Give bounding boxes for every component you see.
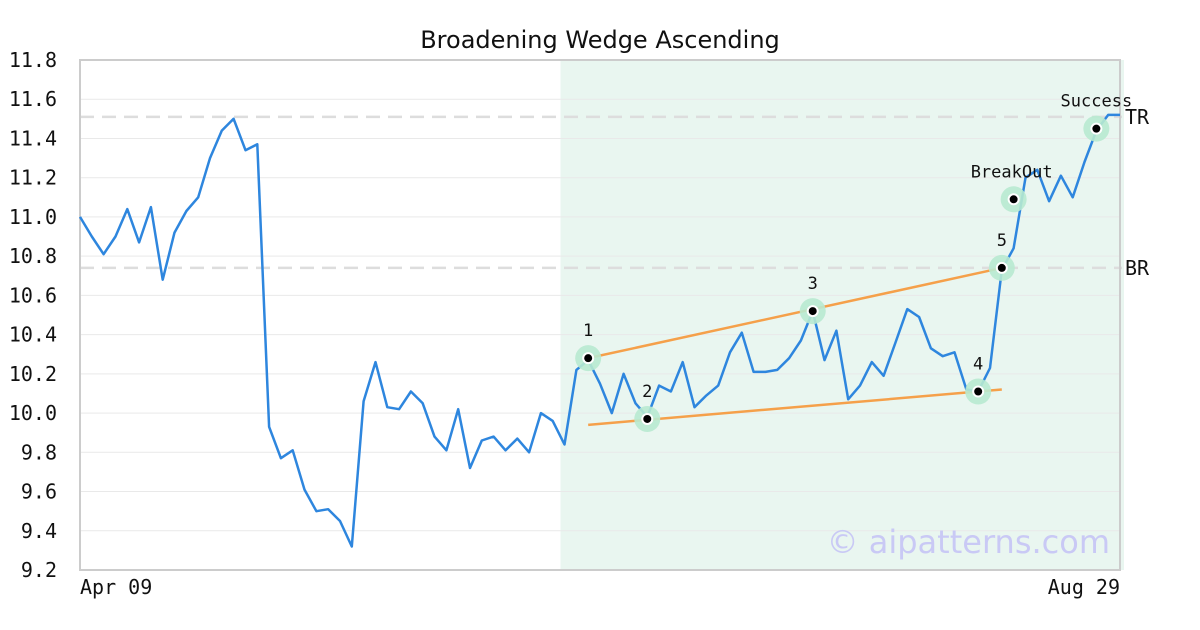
y-tick-label: 9.8 [21, 440, 57, 464]
y-tick-label: 10.4 [9, 323, 57, 347]
point-marker [806, 305, 819, 318]
x-axis-ticks: Apr 09 Aug 29 [80, 575, 1120, 599]
trend-line [587, 266, 1003, 360]
y-tick-label: 9.4 [21, 519, 57, 543]
level-lines: TR BR [80, 105, 1150, 280]
highlight-rect [560, 60, 1124, 570]
point-label: 2 [642, 382, 652, 402]
chart-title: Broadening Wedge Ascending [420, 26, 780, 54]
y-tick-label: 11.2 [9, 166, 57, 190]
point-marker [641, 412, 654, 425]
x-tick-end: Aug 29 [1048, 575, 1120, 599]
price-series [78, 113, 1120, 548]
pattern-highlight-region [560, 60, 1124, 570]
y-tick-label: 11.0 [9, 205, 57, 229]
x-tick-start: Apr 09 [80, 575, 152, 599]
y-tick-label: 10.6 [9, 283, 57, 307]
y-axis-ticks: 9.2 9.4 9.6 9.8 10.0 10.2 10.4 10.6 10.8 11.0 11.2… [9, 48, 57, 582]
point-marker [1090, 122, 1103, 135]
point-marker [995, 261, 1008, 274]
y-tick-label: 9.6 [21, 480, 57, 504]
y-tick-label: 10.8 [9, 244, 57, 268]
level-label: BR [1125, 256, 1150, 280]
y-tick-label: 9.2 [21, 558, 57, 582]
point-label: 5 [997, 231, 1007, 251]
y-tick-label: 10.0 [9, 401, 57, 425]
watermark: © aipatterns.com [827, 523, 1110, 561]
point-marker [582, 352, 595, 365]
point-label: 1 [583, 321, 593, 341]
price-line [78, 113, 1120, 548]
y-tick-label: 11.4 [9, 126, 57, 150]
y-tick-label: 10.2 [9, 362, 57, 386]
plot-frame [79, 59, 1121, 571]
point-label: BreakOut [971, 162, 1053, 182]
y-tick-label: 11.8 [9, 48, 57, 72]
y-tick-label: 11.6 [9, 87, 57, 111]
point-marker [972, 385, 985, 398]
level-label: TR [1125, 105, 1150, 129]
point-marker [1007, 193, 1020, 206]
point-label: 3 [808, 274, 818, 294]
point-label: 4 [973, 355, 983, 375]
pattern-points: 1 2 3 4 5 BreakOut Success [575, 92, 1132, 432]
point-label: Success [1061, 92, 1133, 112]
